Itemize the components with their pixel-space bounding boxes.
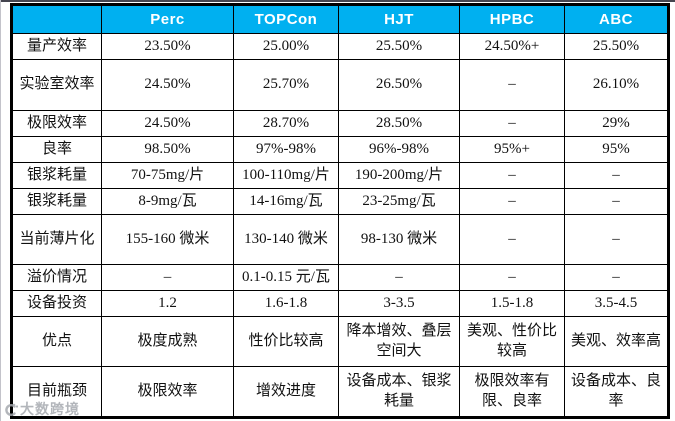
technology-comparison-table: Perc TOPCon HJT HPBC ABC 量产效率 23.50% 25.00… bbox=[10, 3, 670, 419]
table-row: 实验室效率 24.50% 25.70% 26.50% –26.10% bbox=[11, 59, 669, 111]
table-cell: 设备成本、银浆耗量 bbox=[338, 366, 460, 418]
table-cell: 190-200mg/片 bbox=[338, 162, 460, 189]
table-cell: 130-140 微米 bbox=[233, 214, 339, 265]
table-cell: 1.5-1.8 bbox=[459, 290, 565, 317]
row-label: 银浆耗量 bbox=[11, 162, 102, 189]
column-header-perc: Perc bbox=[101, 4, 234, 34]
row-label: 当前薄片化 bbox=[11, 214, 102, 265]
table-cell: – bbox=[459, 110, 565, 137]
table-cell: – bbox=[459, 59, 565, 111]
table-cell: – bbox=[564, 162, 669, 189]
table-row: 良率 98.50% 97%-98% 96%-98% 95%+ 95% bbox=[11, 136, 669, 163]
row-label: 量产效率 bbox=[11, 33, 102, 60]
table-cell: 3.5-4.5 bbox=[564, 290, 669, 317]
row-label: 良率 bbox=[11, 136, 102, 163]
table-cell: 26.10% bbox=[564, 59, 669, 111]
table-cell: 97%-98% bbox=[233, 136, 339, 163]
table-cell: 设备成本、良率 bbox=[564, 366, 669, 418]
table-row: 设备投资 1.2 1.6-1.8 3-3.5 1.5-1.8 3.5-4.5 bbox=[11, 290, 669, 317]
row-label: 设备投资 bbox=[11, 290, 102, 317]
table-cell: – bbox=[564, 214, 669, 265]
table-cell: – bbox=[564, 264, 669, 291]
table-cell: 25.70% bbox=[233, 59, 339, 111]
table-cell: 95% bbox=[564, 136, 669, 163]
table-cell: 14-16mg/瓦 bbox=[233, 188, 339, 215]
row-label: 实验室效率 bbox=[11, 59, 102, 111]
table-cell: – bbox=[459, 188, 565, 215]
page-left-edge bbox=[0, 0, 1, 421]
table-cell: 24.50% bbox=[101, 59, 234, 111]
table-cell: 26.50% bbox=[338, 59, 460, 111]
table-cell: 25.50% bbox=[564, 33, 669, 60]
table-cell: 70-75mg/片 bbox=[101, 162, 234, 189]
table-row: 当前薄片化 155-160 微米 130-140 微米 98-130 微米 – – bbox=[11, 214, 669, 265]
table-cell: 0.1-0.15 元/瓦 bbox=[233, 264, 339, 291]
table-cell: 极限效率有限、良率 bbox=[459, 366, 565, 418]
table-cell: 23-25mg/瓦 bbox=[338, 188, 460, 215]
table-cell: 24.50%+ bbox=[459, 33, 565, 60]
table-cell: 3-3.5 bbox=[338, 290, 460, 317]
table-cell: 24.50% bbox=[101, 110, 234, 137]
top-divider bbox=[0, 0, 675, 2]
table-cell: 96%-98% bbox=[338, 136, 460, 163]
column-header-hpbc: HPBC bbox=[459, 4, 565, 34]
row-label: 优点 bbox=[11, 316, 102, 367]
table-cell: 性价比较高 bbox=[233, 316, 339, 367]
header-row: Perc TOPCon HJT HPBC ABC bbox=[11, 4, 669, 34]
table-cell: 155-160 微米 bbox=[101, 214, 234, 265]
table-cell: 28.50% bbox=[338, 110, 460, 137]
table-cell: 28.70% bbox=[233, 110, 339, 137]
table-row: 银浆耗量 70-75mg/片 100-110mg/片 190-200mg/片 – – bbox=[11, 162, 669, 189]
table-cell: 98-130 微米 bbox=[338, 214, 460, 265]
table-row: 极限效率 24.50% 28.70% 28.50% –29% bbox=[11, 110, 669, 137]
table-row: 目前瓶颈 极限效率 增效进度 设备成本、银浆耗量 极限效率有限、良率 设备成本、良率 bbox=[11, 366, 669, 418]
table-cell: 95%+ bbox=[459, 136, 565, 163]
table-row: 溢价情况 –0.1-0.15 元/瓦 – – – bbox=[11, 264, 669, 291]
table-cell: 美观、效率高 bbox=[564, 316, 669, 367]
table-cell: 极度成熟 bbox=[101, 316, 234, 367]
table-cell: 25.00% bbox=[233, 33, 339, 60]
table-cell: 25.50% bbox=[338, 33, 460, 60]
table-cell: – bbox=[564, 188, 669, 215]
table-cell: 23.50% bbox=[101, 33, 234, 60]
column-header-topcon: TOPCon bbox=[233, 4, 339, 34]
table-cell: – bbox=[459, 214, 565, 265]
column-header-blank bbox=[11, 4, 102, 34]
table-cell: 1.2 bbox=[101, 290, 234, 317]
table-cell: 29% bbox=[564, 110, 669, 137]
table-cell: – bbox=[459, 264, 565, 291]
row-label: 溢价情况 bbox=[11, 264, 102, 291]
table-cell: – bbox=[338, 264, 460, 291]
table-cell: – bbox=[459, 162, 565, 189]
table-cell: 增效进度 bbox=[233, 366, 339, 418]
table-cell: 1.6-1.8 bbox=[233, 290, 339, 317]
column-header-abc: ABC bbox=[564, 4, 669, 34]
table-cell: 极限效率 bbox=[101, 366, 234, 418]
table-row: 优点 极度成熟 性价比较高 降本增效、叠层空间大 美观、性价比较高 美观、效率高 bbox=[11, 316, 669, 367]
row-label: 目前瓶颈 bbox=[11, 366, 102, 418]
column-header-hjt: HJT bbox=[338, 4, 460, 34]
table-row: 银浆耗量 8-9mg/瓦 14-16mg/瓦 23-25mg/瓦 – – bbox=[11, 188, 669, 215]
table-cell: 8-9mg/瓦 bbox=[101, 188, 234, 215]
table-cell: 98.50% bbox=[101, 136, 234, 163]
table-cell: – bbox=[101, 264, 234, 291]
table-cell: 降本增效、叠层空间大 bbox=[338, 316, 460, 367]
row-label: 极限效率 bbox=[11, 110, 102, 137]
table-cell: 美观、性价比较高 bbox=[459, 316, 565, 367]
table-cell: 100-110mg/片 bbox=[233, 162, 339, 189]
table-row: 量产效率 23.50% 25.00% 25.50% 24.50%+ 25.50% bbox=[11, 33, 669, 60]
row-label: 银浆耗量 bbox=[11, 188, 102, 215]
